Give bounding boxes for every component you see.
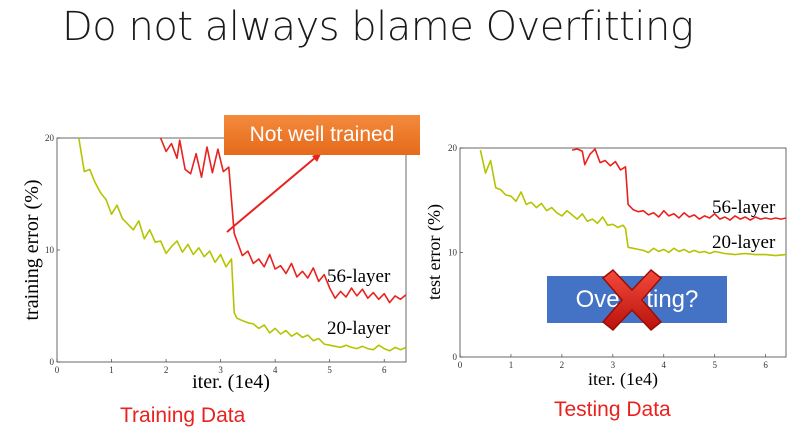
x-tick-label: 4 [662, 360, 667, 370]
series-layer [479, 148, 787, 257]
series-line-56-layer [159, 137, 407, 304]
y-tick-label: 0 [50, 357, 55, 367]
x-tick-label: 6 [382, 365, 387, 375]
x-axis-label: iter. (1e4) [588, 369, 658, 390]
x-tick-label: 6 [763, 360, 768, 370]
x-tick-label: 0 [55, 365, 60, 375]
series-line-20-layer [479, 149, 787, 257]
tick-layer: 0 1 2 3 4 5 6 0 10 20 [448, 143, 768, 370]
series-layer [78, 137, 407, 352]
slide-title: Do not always blame Overfitting [62, 4, 694, 50]
caption-testing-data: Testing Data [554, 398, 671, 421]
x-tick-label: 1 [109, 365, 114, 375]
y-axis-label: training error (%) [21, 179, 43, 320]
x-tick-label: 5 [327, 365, 332, 375]
series-label-56-layer: 56-layer [712, 197, 776, 218]
series-label-20-layer: 20-layer [327, 318, 391, 339]
y-tick-label: 20 [448, 143, 458, 153]
x-tick-label: 3 [611, 360, 616, 370]
y-tick-label: 20 [45, 133, 55, 143]
y-axis-label: test error (%) [424, 204, 445, 300]
series-label-56-layer: 56-layer [327, 266, 391, 287]
training-error-chart: 0 1 2 3 4 5 6 0 10 20 iter. (1e4) training error … [21, 133, 407, 393]
not-well-trained-callout: Not well trained [224, 115, 420, 155]
series-label-20-layer: 20-layer [712, 232, 776, 253]
callout-arrow [226, 152, 322, 233]
x-tick-label: 3 [218, 365, 223, 375]
arrow-shaft [233, 156, 317, 227]
x-tick-label: 2 [164, 365, 169, 375]
x-tick-label: 4 [273, 365, 278, 375]
x-tick-label: 0 [458, 360, 463, 370]
caption-training-data: Training Data [120, 404, 246, 427]
x-tick-label: 1 [509, 360, 514, 370]
y-tick-label: 0 [453, 352, 458, 362]
x-tick-label: 5 [712, 360, 717, 370]
red-cross-icon [601, 268, 663, 332]
y-tick-label: 10 [448, 248, 458, 258]
x-tick-label: 2 [560, 360, 565, 370]
series-line-56-layer [571, 148, 787, 221]
series-line-20-layer [78, 137, 407, 352]
tick-layer: 0 1 2 3 4 5 6 0 10 20 [45, 133, 387, 375]
arrow-tail [226, 225, 235, 233]
y-tick-label: 10 [45, 245, 55, 255]
x-axis-label: iter. (1e4) [192, 371, 270, 393]
